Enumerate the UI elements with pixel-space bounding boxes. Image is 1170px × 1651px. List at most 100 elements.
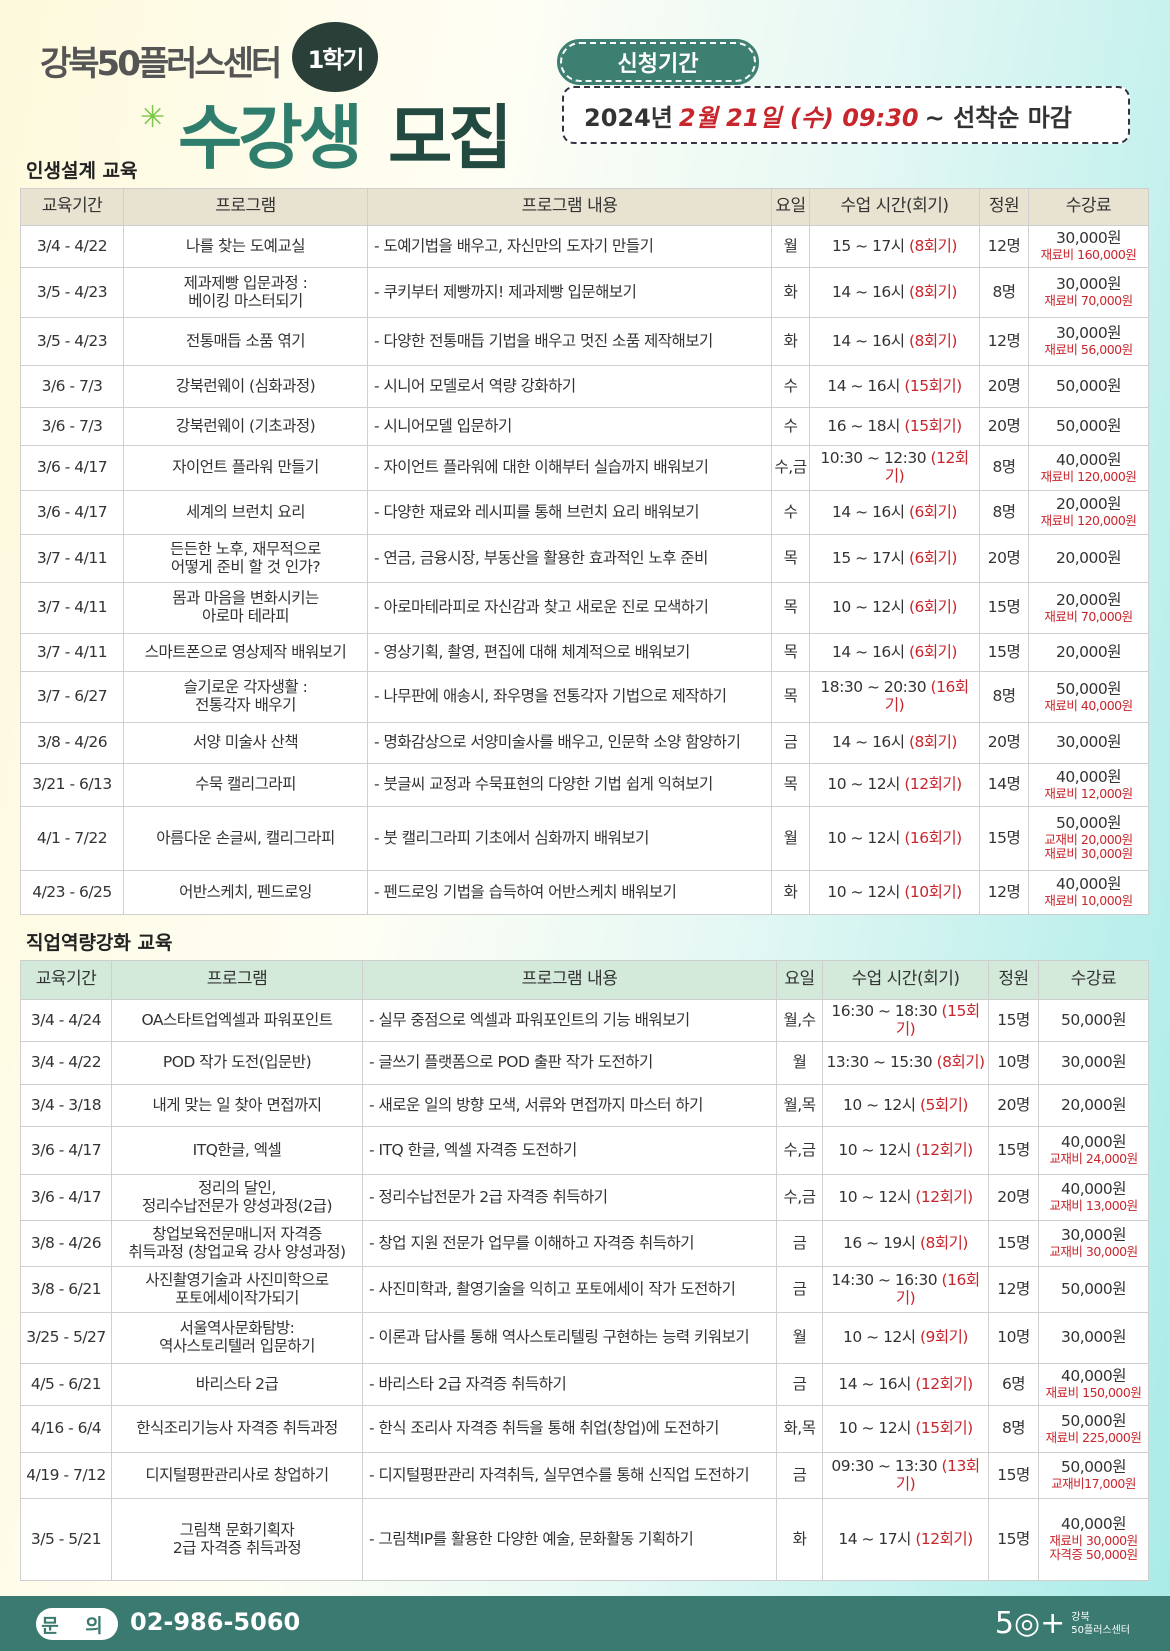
time-cell: 10 ~ 12시 (10회기) bbox=[809, 870, 980, 915]
column-header: 수업 시간(회기) bbox=[822, 960, 989, 1000]
weekday-cell: 수,금 bbox=[776, 1126, 823, 1175]
period-cell: 3/5 - 4/23 bbox=[20, 267, 124, 318]
session-count: (12회기) bbox=[915, 1140, 973, 1159]
weekday-cell: 수 bbox=[771, 490, 810, 535]
brand-title: 강북50플러스센터 bbox=[40, 44, 282, 84]
tuition-fee: 40,000원 bbox=[1061, 1180, 1127, 1199]
description-cell: - 시니어모델 입문하기 bbox=[367, 407, 772, 446]
column-header: 수강료 bbox=[1028, 188, 1149, 226]
fee-cell: 50,000원 bbox=[1038, 999, 1149, 1042]
program-name-line: 2급 자격증 취득과정 bbox=[172, 1538, 302, 1557]
description-cell: - 시니어 모델로서 역량 강화하기 bbox=[367, 365, 772, 408]
class-time: 10 ~ 12시 bbox=[827, 828, 900, 847]
weekday-cell: 화 bbox=[771, 870, 810, 915]
table-row: 3/6 - 4/17 정리의 달인, 정리수납전문가 양성과정(2급) - 정리수납전… bbox=[20, 1174, 1149, 1221]
time-cell: 14 ~ 16시 (15회기) bbox=[809, 365, 980, 408]
logo-text-1: 강북 bbox=[1071, 1611, 1090, 1623]
table-row: 3/5 - 5/21 그림책 문화기획자 2급 자격증 취득과정 - 그림책IP를 활… bbox=[20, 1498, 1149, 1581]
description-cell: - 그림책IP를 활용한 다양한 예술, 문화활동 기획하기 bbox=[362, 1498, 777, 1581]
description-cell: - ITQ 한글, 엑셀 자격증 도전하기 bbox=[362, 1126, 777, 1175]
column-header: 교육기간 bbox=[20, 188, 124, 226]
program-name-cell: 전통매듭 소품 엮기 bbox=[123, 317, 368, 366]
table-row: 3/6 - 4/17 자이언트 플라워 만들기 - 자이언트 플라워에 대한 이해부… bbox=[20, 445, 1149, 491]
weekday-cell: 월,수 bbox=[776, 999, 823, 1042]
description-cell: - 창업 지원 전문가 업무를 이해하고 자격증 취득하기 bbox=[362, 1220, 777, 1267]
footer: 문 의 02-986-5060 5◎+ 강북 50플러스센터 bbox=[0, 1596, 1170, 1651]
session-count: (5회기) bbox=[920, 1095, 968, 1114]
session-count: (8회기) bbox=[936, 1053, 985, 1072]
extra-fee: 재료비 120,000원 bbox=[1040, 468, 1137, 484]
time-cell: 14:30 ~ 16:30 (16회기) bbox=[822, 1266, 989, 1313]
capacity-cell: 12명 bbox=[988, 1266, 1039, 1313]
session-count: (16회기) bbox=[895, 1270, 980, 1307]
program-name-cell: 아름다운 손글씨, 캘리그라피 bbox=[123, 806, 368, 871]
program-name-line: 강북런웨이 (심화과정) bbox=[175, 376, 316, 395]
fee-cell: 30,000원 bbox=[1038, 1312, 1149, 1364]
period-cell: 3/6 - 4/17 bbox=[20, 490, 124, 535]
session-count: (15회기) bbox=[904, 376, 962, 395]
class-time: 14 ~ 16시 bbox=[832, 502, 905, 521]
capacity-cell: 15명 bbox=[979, 806, 1029, 871]
session-count: (8회기) bbox=[920, 1233, 968, 1252]
program-name-line: 전통각자 배우기 bbox=[195, 696, 296, 714]
class-time: 14 ~ 16시 bbox=[832, 331, 905, 350]
time-cell: 14 ~ 16시 (8회기) bbox=[809, 317, 980, 366]
term-badge: 1학기 bbox=[292, 22, 378, 92]
weekday-cell: 수,금 bbox=[776, 1174, 823, 1221]
program-name-cell: 창업보육전문매니저 자격증 취득과정 (창업교육 강사 양성과정) bbox=[111, 1220, 363, 1267]
session-count: (10회기) bbox=[904, 882, 962, 901]
tuition-fee: 30,000원 bbox=[1056, 229, 1122, 248]
program-name-line: 취득과정 (창업교육 강사 양성과정) bbox=[128, 1242, 346, 1261]
period-cell: 3/4 - 4/22 bbox=[20, 225, 124, 268]
period-cell: 4/1 - 7/22 bbox=[20, 806, 124, 871]
fee-cell: 30,000원 bbox=[1028, 722, 1149, 764]
period-date: 2월 21일 (수) 09:30 bbox=[678, 103, 919, 132]
fee-cell: 50,000원 bbox=[1038, 1266, 1149, 1313]
program-name-line: 서양 미술사 산책 bbox=[192, 733, 299, 752]
extra-fee: 교재비 13,000원 bbox=[1049, 1198, 1138, 1214]
tuition-fee: 50,000원 bbox=[1061, 1279, 1127, 1298]
table-row: 3/7 - 4/11 스마트폰으로 영상제작 배워보기 - 영상기획, 촬영, 편집… bbox=[20, 633, 1149, 672]
table-row: 3/8 - 4/26 창업보육전문매니저 자격증 취득과정 (창업교육 강사 양성과… bbox=[20, 1220, 1149, 1267]
tuition-fee: 30,000원 bbox=[1056, 324, 1122, 343]
period-cell: 3/7 - 4/11 bbox=[20, 582, 124, 634]
time-cell: 10 ~ 12시 (12회기) bbox=[822, 1174, 989, 1221]
description-cell: - 붓글씨 교정과 수묵표현의 다양한 기법 쉽게 익혀보기 bbox=[367, 763, 772, 807]
job-skills-table: 교육기간 프로그램 프로그램 내용 요일 수업 시간(회기) 정원 수강료 3/4 - 4/2… bbox=[20, 960, 1149, 1581]
fee-cell: 40,000원 교재비 24,000원 bbox=[1038, 1126, 1149, 1175]
program-name-line: 역사스토리텔러 입문하기 bbox=[159, 1337, 315, 1355]
life-design-table: 교육기간 프로그램 프로그램 내용 요일 수업 시간(회기) 정원 수강료 3/4 - 4/2… bbox=[20, 188, 1149, 915]
class-time: 09:30 ~ 13:30 bbox=[831, 1456, 938, 1475]
period-cell: 4/23 - 6/25 bbox=[20, 870, 124, 915]
class-time: 14:30 ~ 16:30 bbox=[831, 1270, 938, 1289]
fee-cell: 30,000원 재료비 70,000원 bbox=[1028, 267, 1149, 318]
session-count: (12회기) bbox=[915, 1374, 973, 1393]
program-name-line: 제과제빵 입문과정 : bbox=[183, 273, 308, 292]
phone-number[interactable]: 02-986-5060 bbox=[130, 1608, 301, 1636]
table-row: 3/8 - 6/21 사진촬영기술과 사진미학으로 포토에세이작가되기 - 사진미학과… bbox=[20, 1266, 1149, 1313]
session-count: (15회기) bbox=[915, 1419, 973, 1438]
weekday-cell: 금 bbox=[776, 1220, 823, 1267]
column-header: 프로그램 내용 bbox=[367, 188, 772, 226]
class-time: 10 ~ 12시 bbox=[838, 1187, 911, 1206]
capacity-cell: 12명 bbox=[979, 317, 1029, 366]
time-cell: 13:30 ~ 15:30 (8회기) bbox=[822, 1041, 989, 1085]
extra-fee: 재료비 160,000원 bbox=[1040, 247, 1137, 263]
weekday-cell: 금 bbox=[771, 722, 810, 764]
session-count: (6회기) bbox=[909, 548, 957, 567]
table-row: 3/25 - 5/27 서울역사문화탐방: 역사스토리텔러 입문하기 - 이론과 답사… bbox=[20, 1312, 1149, 1364]
class-time: 10 ~ 12시 bbox=[827, 882, 900, 901]
extra-fee: 재료비 40,000원 bbox=[1044, 697, 1133, 713]
period-cell: 3/21 - 6/13 bbox=[20, 763, 124, 807]
column-header: 프로그램 내용 bbox=[362, 960, 777, 1000]
tuition-fee: 40,000원 bbox=[1061, 1133, 1127, 1152]
extra-fee: 자격증 50,000원 bbox=[1049, 1547, 1138, 1563]
program-name-cell: 서양 미술사 산책 bbox=[123, 722, 368, 764]
table-row: 3/7 - 4/11 든든한 노후, 재무적으로 어떻게 준비 할 것 인가? - 연… bbox=[20, 534, 1149, 583]
period-cell: 3/4 - 4/24 bbox=[20, 999, 112, 1042]
description-cell: - 새로운 일의 방향 모색, 서류와 면접까지 마스터 하기 bbox=[362, 1084, 777, 1127]
extra-fee: 재료비 12,000원 bbox=[1044, 785, 1133, 801]
session-count: (15회기) bbox=[904, 416, 962, 435]
table-row: 3/4 - 4/24 OA스타트업엑셀과 파워포인트 - 실무 중점으로 엑셀과 파… bbox=[20, 999, 1149, 1042]
table-row: 3/5 - 4/23 전통매듭 소품 엮기 - 다양한 전통매듭 기법을 배우고 멋… bbox=[20, 317, 1149, 366]
